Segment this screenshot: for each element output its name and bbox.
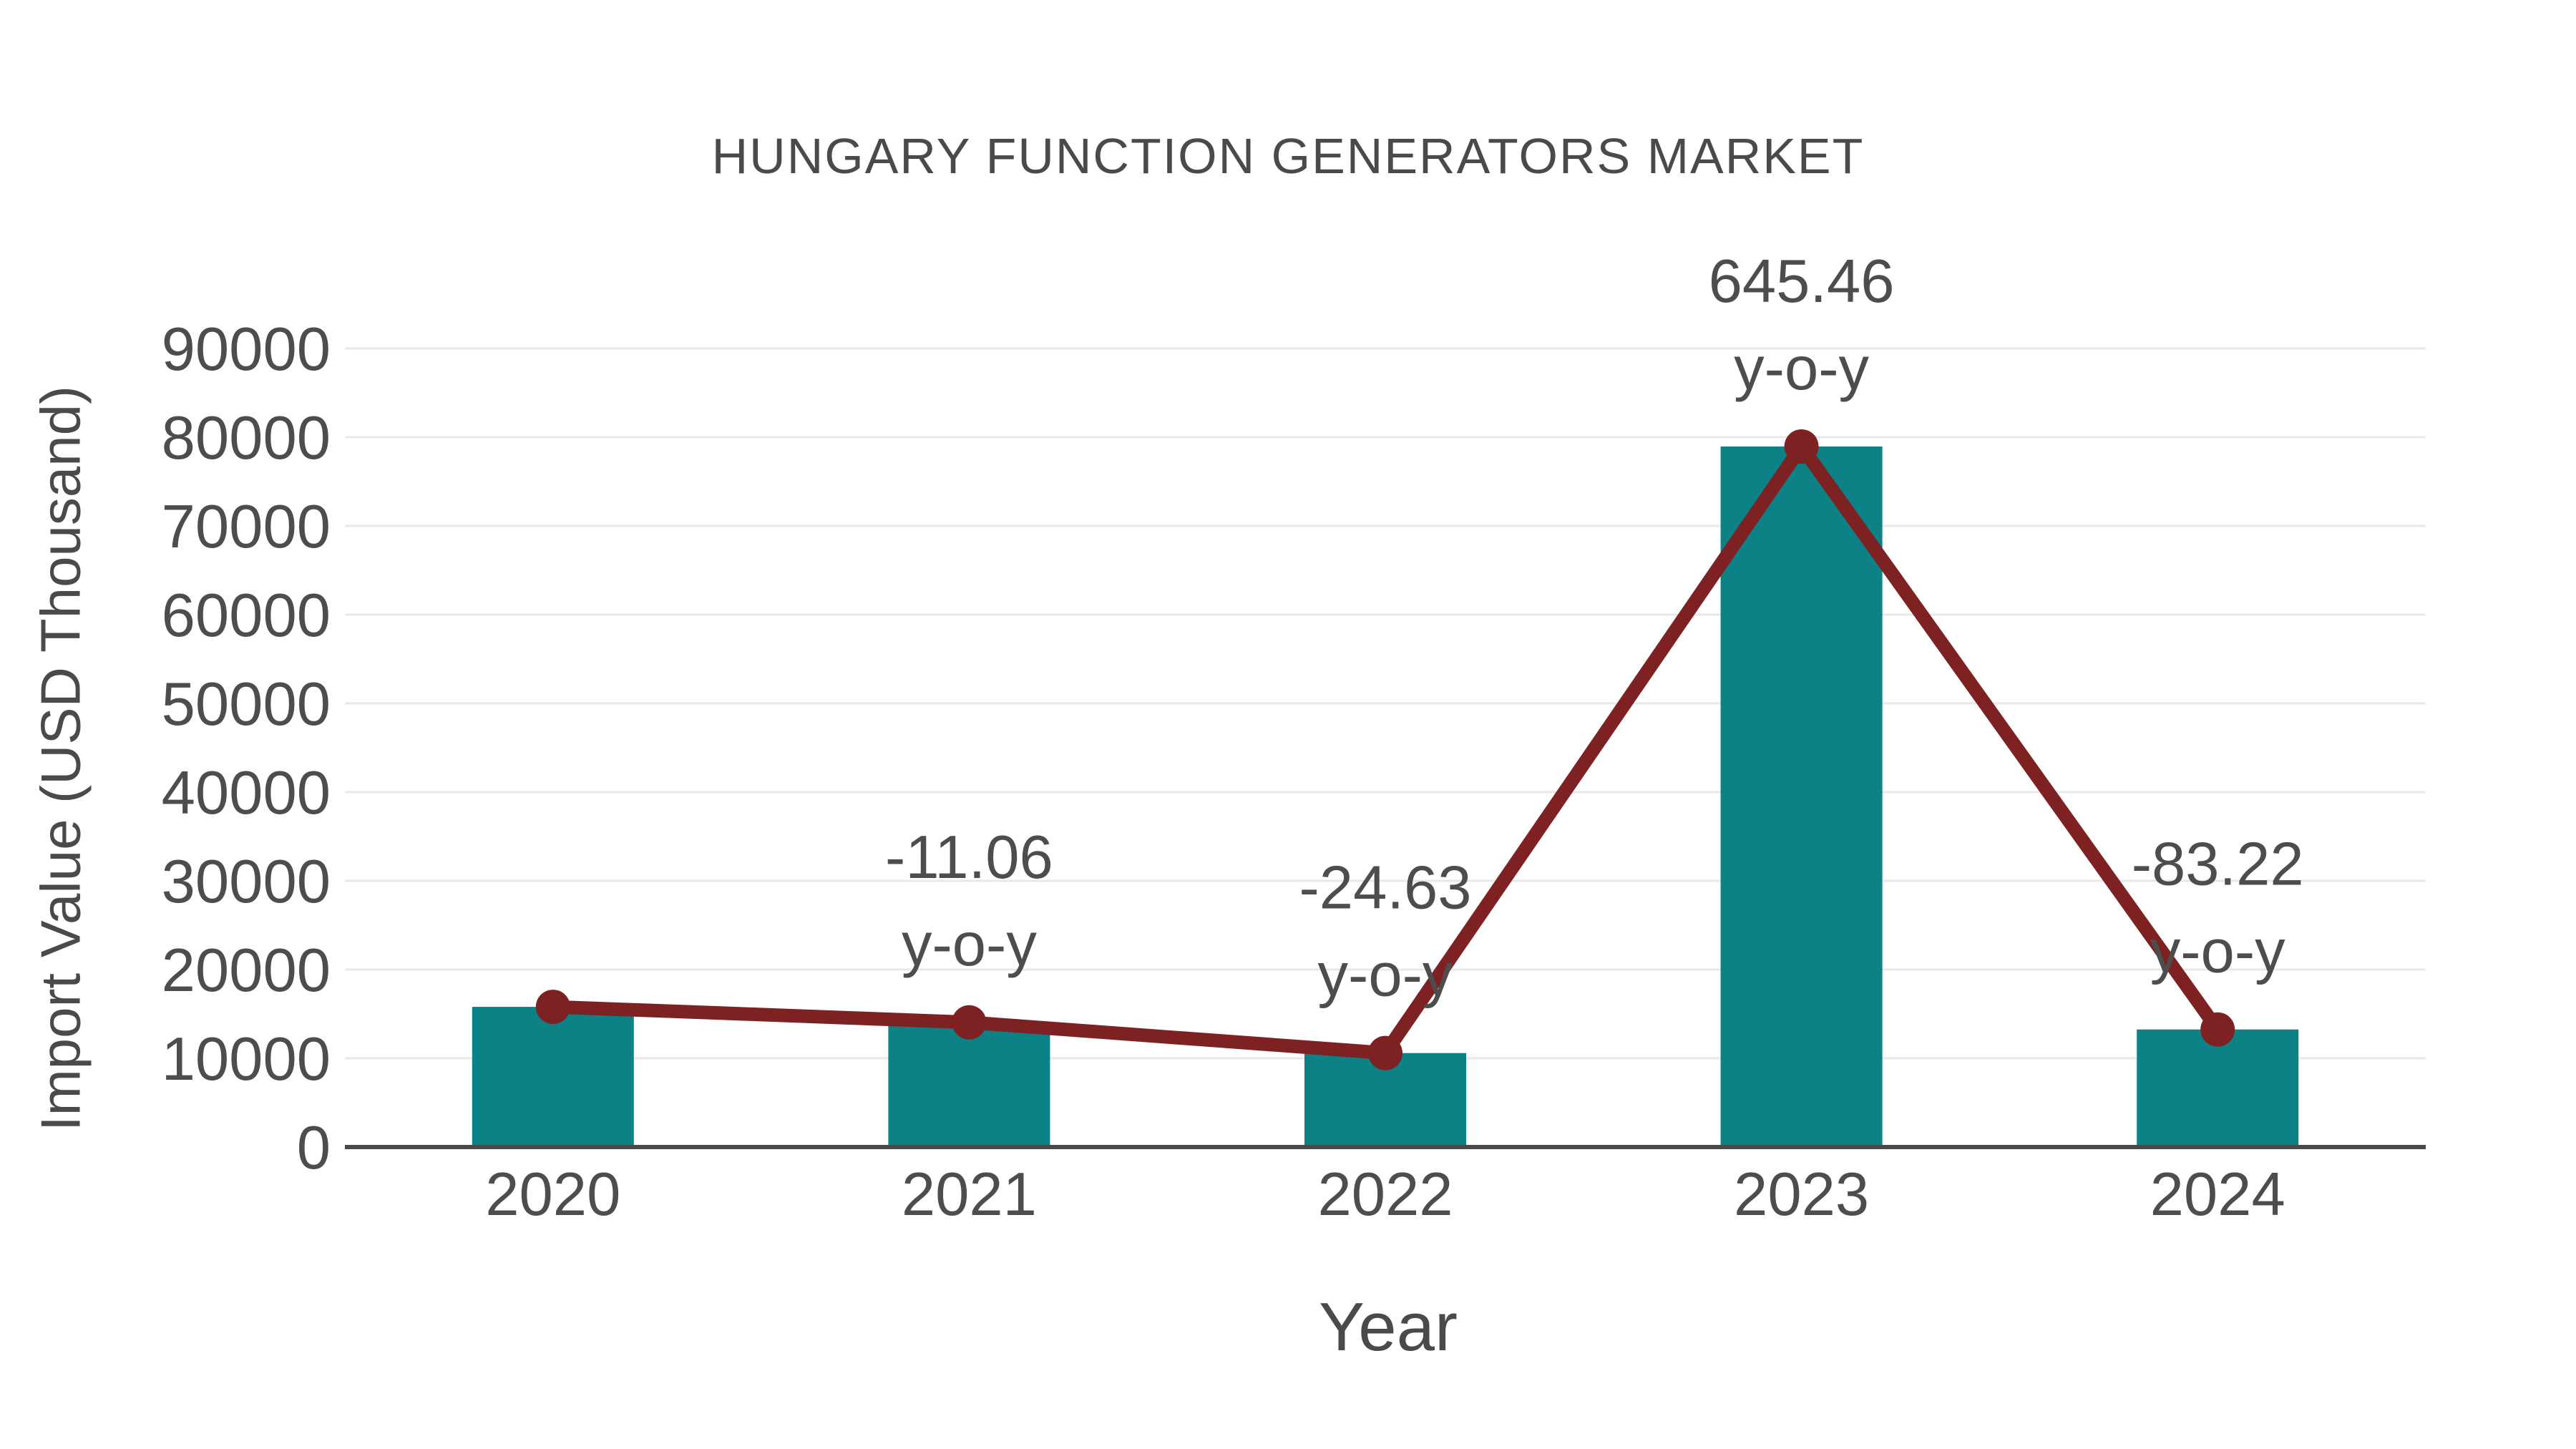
y-tick-label: 40000 <box>162 759 331 827</box>
data-point-marker-2023 <box>1784 429 1819 464</box>
y-tick-label: 10000 <box>162 1025 331 1093</box>
annotation-label-2021: y-o-y <box>902 911 1037 979</box>
y-tick-label: 60000 <box>162 582 331 650</box>
data-point-marker-2020 <box>535 990 570 1025</box>
y-tick-label: 80000 <box>162 404 331 472</box>
y-tick-label: 90000 <box>162 316 331 384</box>
bar-2023 <box>1720 446 1883 1145</box>
x-tick-label: 2022 <box>1317 1161 1453 1229</box>
annotation-value-2024: -83.22 <box>2132 831 2304 899</box>
data-point-marker-2021 <box>952 1005 987 1040</box>
bar-2020 <box>472 1007 634 1145</box>
x-tick-label: 2021 <box>902 1161 1037 1229</box>
annotation-label-2024: y-o-y <box>2150 918 2285 986</box>
y-tick-label: 30000 <box>162 848 331 916</box>
y-tick-label: 50000 <box>162 670 331 738</box>
bar-2024 <box>2137 1029 2299 1145</box>
annotation-value-2021: -11.06 <box>885 824 1053 892</box>
annotation-value-2023: 645.46 <box>1709 248 1895 316</box>
chart-title: HUNGARY FUNCTION GENERATORS MARKET <box>711 128 1865 184</box>
data-point-marker-2024 <box>2200 1012 2235 1047</box>
bar-2021 <box>888 1022 1050 1145</box>
x-axis-title: Year <box>1319 1289 1458 1365</box>
y-tick-label: 20000 <box>162 937 331 1005</box>
annotation-value-2022: -24.63 <box>1299 854 1471 922</box>
data-point-marker-2022 <box>1368 1035 1402 1070</box>
y-tick-label: 0 <box>297 1114 331 1182</box>
annotation-label-2022: y-o-y <box>1318 942 1453 1010</box>
y-tick-label: 70000 <box>162 493 331 561</box>
annotation-label-2023: y-o-y <box>1734 335 1869 403</box>
x-tick-label: 2024 <box>2150 1161 2285 1229</box>
x-tick-label: 2020 <box>485 1161 620 1229</box>
x-tick-label: 2023 <box>1734 1161 1869 1229</box>
